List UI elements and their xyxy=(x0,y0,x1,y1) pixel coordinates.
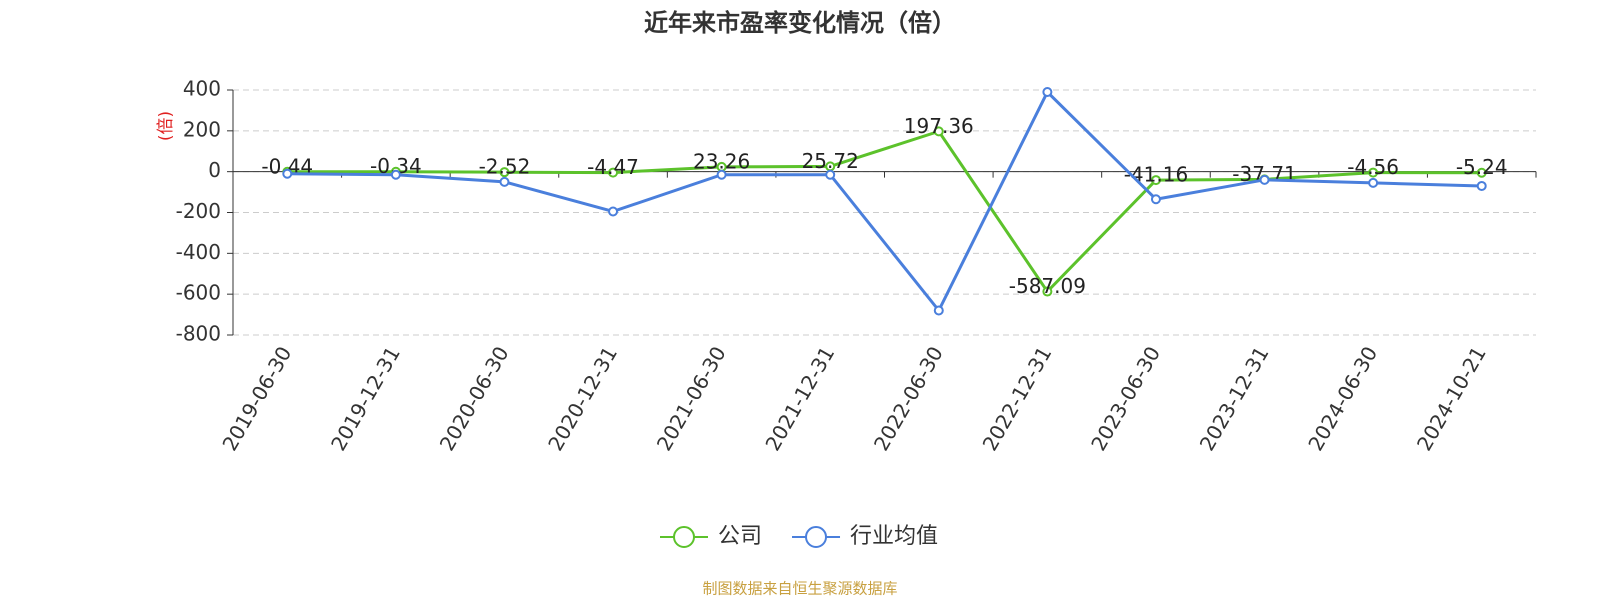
data-label: -4.47 xyxy=(587,155,639,179)
legend-label: 公司 xyxy=(718,524,762,549)
x-tick-label: 2021-06-30 xyxy=(652,342,731,455)
data-point xyxy=(1042,87,1053,98)
x-tick-label: 2022-06-30 xyxy=(869,342,948,455)
x-tick-label: 2023-06-30 xyxy=(1086,342,1165,455)
source-note: 制图数据来自恒生聚源数据库 xyxy=(702,580,897,598)
data-label: 23.26 xyxy=(693,149,750,173)
x-tick-label: 2020-12-31 xyxy=(543,342,622,455)
data-point xyxy=(1368,167,1379,178)
legend-marker xyxy=(805,526,828,548)
legend-label: 行业均值 xyxy=(850,524,938,549)
chart-title: 近年来市盈率变化情况（倍） xyxy=(644,9,956,37)
y-axis-label: (倍) xyxy=(156,111,176,141)
series-line xyxy=(287,89,1482,314)
x-tick-label: 2022-12-31 xyxy=(978,342,1057,455)
data-label: 25.72 xyxy=(802,149,859,173)
data-point xyxy=(1042,286,1053,297)
data-point xyxy=(1259,174,1270,185)
x-tick-label: 2019-06-30 xyxy=(217,342,296,455)
x-tick-label: 2020-06-30 xyxy=(435,342,514,455)
data-point xyxy=(933,126,944,137)
data-point xyxy=(390,169,401,180)
y-tick-label: 400 xyxy=(183,77,221,101)
x-tick-label: 2023-12-31 xyxy=(1195,342,1274,455)
data-point xyxy=(282,168,293,179)
data-label: -4.56 xyxy=(1347,155,1399,179)
data-point xyxy=(608,206,619,217)
x-tick-label: 2024-06-30 xyxy=(1303,342,1382,455)
y-tick-label: 200 xyxy=(183,117,221,141)
x-tick-label: 2021-12-31 xyxy=(760,342,839,455)
data-label: 197.36 xyxy=(904,114,974,138)
data-point xyxy=(1476,180,1487,191)
data-point xyxy=(825,169,836,180)
data-point xyxy=(1476,167,1487,178)
x-tick-label: 2024-10-21 xyxy=(1412,342,1491,455)
data-point xyxy=(499,167,510,178)
data-point xyxy=(608,167,619,178)
data-point xyxy=(1368,177,1379,188)
data-label: -41.16 xyxy=(1124,163,1188,187)
data-label: -2.52 xyxy=(479,155,531,179)
y-tick-label: -200 xyxy=(176,199,221,223)
y-tick-label: -800 xyxy=(176,322,221,346)
data-point xyxy=(933,305,944,316)
data-point xyxy=(1150,194,1161,205)
data-label: -5.24 xyxy=(1456,155,1508,179)
data-point xyxy=(499,176,510,187)
series-line xyxy=(287,129,1482,294)
x-tick-label: 2019-12-31 xyxy=(326,342,405,455)
data-point xyxy=(716,169,727,180)
y-tick-label: 0 xyxy=(208,158,221,182)
y-tick-label: -600 xyxy=(176,281,221,305)
data-point xyxy=(1150,175,1161,186)
y-tick-label: -400 xyxy=(176,240,221,264)
data-label: -587.09 xyxy=(1009,274,1086,298)
legend-marker xyxy=(673,526,695,548)
